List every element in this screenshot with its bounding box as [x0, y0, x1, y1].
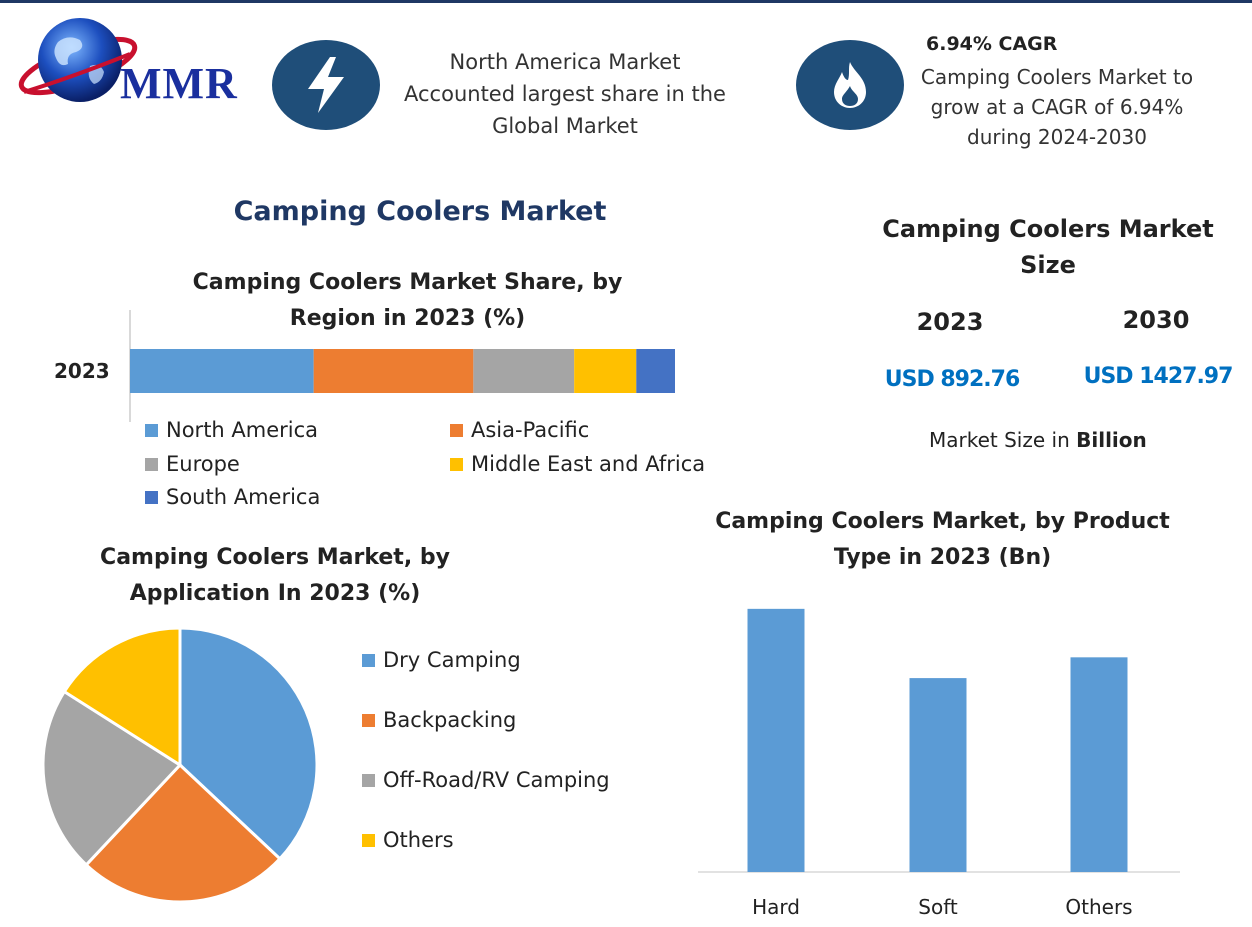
application-legend-swatch — [362, 833, 375, 847]
info1-line1: North America Market — [449, 50, 681, 74]
region-legend-swatch — [145, 490, 158, 504]
product-chart-title: Camping Coolers Market, by Product Type … — [700, 504, 1185, 576]
pie-slice-off-road-rv-camping — [41, 689, 183, 867]
product-bar-hard — [747, 608, 805, 872]
info2-heading: 6.94% CAGR — [926, 33, 1058, 55]
application-legend-label: Backpacking — [383, 708, 517, 732]
application-legend-item-off-road-rv-camping: Off-Road/RV Camping — [362, 768, 610, 792]
product-tick-label-others: Others — [1065, 895, 1132, 919]
info1-line2: Accounted largest share in the — [404, 82, 726, 106]
top-rule — [0, 0, 1252, 3]
size-note: Market Size in Billion — [929, 428, 1147, 452]
flame-badge — [796, 40, 904, 130]
region-legend-label: North America — [166, 418, 319, 442]
region-segment-asia-pacific — [313, 349, 474, 393]
region-chart-title-text: Camping Coolers Market Share, by Region … — [192, 270, 623, 331]
size-title-line2: Size — [1020, 251, 1076, 279]
region-segment-middle-east-and-africa — [574, 349, 637, 393]
info2-text: Camping Coolers Market to grow at a CAGR… — [900, 62, 1214, 152]
application-legend-swatch — [362, 713, 375, 727]
info2-line2: grow at a CAGR of 6.94% — [930, 95, 1184, 119]
size-title-line1: Camping Coolers Market — [882, 215, 1214, 243]
main-title: Camping Coolers Market — [233, 196, 607, 227]
application-legend-label: Off-Road/RV Camping — [383, 768, 610, 792]
size-note-bold: Billion — [1076, 428, 1147, 452]
application-legend-item-backpacking: Backpacking — [362, 708, 516, 732]
size-note-prefix: Market Size in — [929, 428, 1077, 452]
application-legend-item-others: Others — [362, 828, 454, 852]
application-legend-label: Dry Camping — [383, 648, 521, 672]
region-legend-item-south-america: South America — [145, 485, 320, 509]
product-bar-others — [1070, 657, 1128, 872]
region-legend-label: Middle East and Africa — [471, 452, 706, 476]
pie-slice-backpacking — [84, 762, 282, 904]
info2-line1: Camping Coolers Market to — [920, 65, 1194, 89]
info1-text: North America Market Accounted largest s… — [380, 46, 750, 142]
region-legend-item-europe: Europe — [145, 452, 240, 476]
size-value-2030: USD 1427.97 — [1083, 364, 1234, 389]
pie-slice-dry-camping — [178, 626, 319, 861]
application-chart-title-text: Camping Coolers Market, by Application I… — [100, 545, 450, 606]
region-category-label: 2023 — [54, 359, 110, 383]
lightning-badge — [272, 40, 380, 130]
flame-icon — [834, 62, 866, 108]
application-legend-label: Others — [383, 828, 454, 852]
product-tick-label-hard: Hard — [752, 895, 800, 919]
product-tick-label-soft: Soft — [918, 895, 958, 919]
size-year-2030: 2030 — [1122, 306, 1190, 334]
info2-line3: during 2024-2030 — [967, 125, 1147, 149]
globe-logo-icon — [18, 18, 138, 102]
size-year-2023: 2023 — [916, 308, 984, 336]
region-legend-swatch — [450, 457, 463, 471]
application-legend-swatch — [362, 773, 375, 787]
region-legend-swatch — [145, 423, 158, 437]
size-value-2023: USD 892.76 — [884, 367, 1021, 392]
region-legend-swatch — [145, 457, 158, 471]
region-legend-swatch — [450, 423, 463, 437]
application-legend-item-dry-camping: Dry Camping — [362, 648, 521, 672]
pie-slice-others — [62, 626, 182, 768]
region-legend-item-north-america: North America — [145, 418, 318, 442]
region-legend-item-asia-pacific: Asia-Pacific — [450, 418, 589, 442]
region-legend-item-middle-east-and-africa: Middle East and Africa — [450, 452, 705, 476]
application-legend-swatch — [362, 653, 375, 667]
application-pie-chart — [41, 626, 319, 904]
product-bar-soft — [909, 678, 967, 872]
product-chart-title-text: Camping Coolers Market, by Product Type … — [715, 509, 1170, 570]
region-legend-label: Europe — [166, 452, 240, 476]
info1-line3: Global Market — [492, 114, 638, 138]
region-legend-label: Asia-Pacific — [471, 418, 590, 442]
region-stacked-bar-chart — [129, 310, 675, 422]
region-chart-title: Camping Coolers Market Share, by Region … — [120, 265, 695, 337]
lightning-icon — [308, 57, 344, 113]
mmr-logo: MMR — [10, 14, 245, 110]
application-chart-title: Camping Coolers Market, by Application I… — [80, 540, 470, 612]
logo-text: MMR — [120, 59, 238, 108]
region-segment-north-america — [130, 349, 314, 393]
region-legend-label: South America — [166, 485, 321, 509]
product-bar-chart: Hard Soft Others — [698, 608, 1180, 919]
region-segment-europe — [473, 349, 575, 393]
region-segment-south-america — [636, 349, 675, 393]
size-panel-title: Camping Coolers Market Size — [870, 211, 1226, 283]
